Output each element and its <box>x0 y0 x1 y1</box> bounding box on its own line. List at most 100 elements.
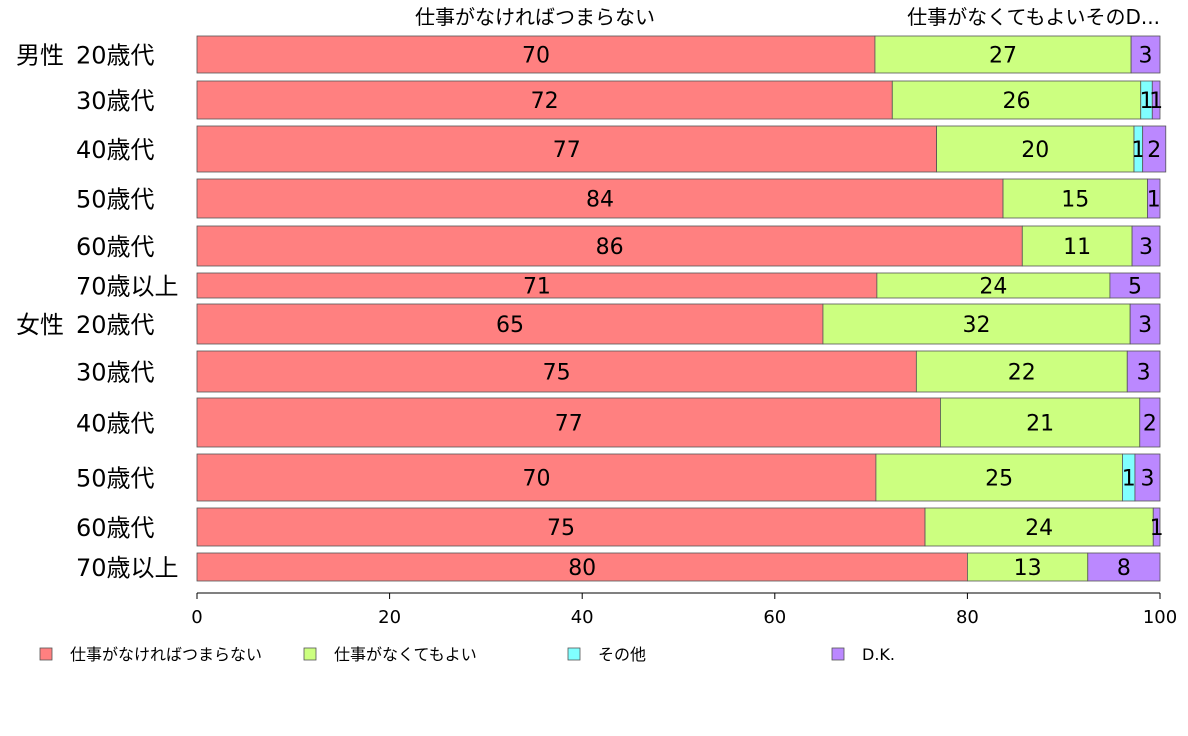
data-label: 1 <box>1150 516 1164 541</box>
bar-segment <box>1087 552 1161 582</box>
row-label: 60歳代 <box>76 233 155 261</box>
bar-segment <box>196 35 876 74</box>
data-label: 8 <box>1117 556 1131 581</box>
data-label: 70 <box>522 44 550 69</box>
x-tick-label: 100 <box>1143 607 1177 628</box>
data-label: 11 <box>1063 235 1091 260</box>
bar-segment <box>196 225 1023 267</box>
data-label: 24 <box>1025 516 1053 541</box>
bar-segment <box>1142 125 1167 173</box>
data-label: 20 <box>1021 138 1049 163</box>
bar-segment <box>875 453 1123 502</box>
legend-swatch <box>303 647 317 661</box>
bar-segment <box>876 272 1111 299</box>
row-label: 70歳以上 <box>76 273 179 301</box>
bar-segment <box>874 35 1132 74</box>
legend-entry: その他 <box>598 645 646 664</box>
bar-segment <box>196 80 893 120</box>
legend-swatch <box>39 647 53 661</box>
bar-segment <box>196 125 937 173</box>
row-label: 50歳代 <box>76 186 155 214</box>
bar-segment <box>196 507 926 547</box>
bar-segment <box>940 397 1141 448</box>
data-label: 24 <box>979 275 1007 300</box>
row-label: 30歳代 <box>76 87 155 115</box>
bar-segment <box>196 303 824 345</box>
group-label: 男性 <box>16 42 64 70</box>
data-label: 71 <box>523 275 551 300</box>
data-label: 3 <box>1139 235 1153 260</box>
bar-segment <box>915 350 1128 393</box>
data-label: 65 <box>496 313 524 338</box>
bar-segment <box>1130 35 1161 74</box>
bar-segment <box>196 350 917 393</box>
data-label: 3 <box>1137 361 1151 386</box>
x-axis: 0 20 40 60 80 100 <box>191 592 1177 628</box>
legend-entry: 仕事がなければつまらない <box>70 645 262 664</box>
bar-segment <box>196 397 941 448</box>
data-label: 32 <box>963 313 991 338</box>
data-label: 70 <box>522 467 550 492</box>
data-label: 27 <box>989 44 1017 69</box>
bar-segment <box>1131 225 1161 267</box>
group-label: 女性 <box>16 311 64 339</box>
bar-segment <box>196 552 968 582</box>
data-label: 3 <box>1138 313 1152 338</box>
top-labels: 仕事がなければつまらない 仕事がなくてもよいそのD... <box>415 5 1160 29</box>
legend-swatch <box>567 647 581 661</box>
legend-entry: 仕事がなくてもよい <box>334 645 477 664</box>
row-label: 40歳代 <box>76 410 155 438</box>
bar-segment <box>967 552 1089 582</box>
data-label: 84 <box>586 188 614 213</box>
data-label: 2 <box>1147 138 1161 163</box>
x-tick-label: 40 <box>571 607 594 628</box>
bar-segment <box>936 125 1135 173</box>
row-label: 50歳代 <box>76 465 155 493</box>
bar-segment <box>196 272 878 299</box>
data-label: 75 <box>547 516 575 541</box>
data-label: 86 <box>596 235 624 260</box>
data-label: 26 <box>1003 89 1031 114</box>
data-label: 3 <box>1139 44 1153 69</box>
row-label: 70歳以上 <box>76 554 179 582</box>
data-label: 77 <box>555 412 583 437</box>
data-label: 1 <box>1140 89 1154 114</box>
data-label: 1 <box>1147 188 1161 213</box>
bar-segment <box>1151 80 1161 120</box>
bar-segment <box>1147 178 1161 219</box>
legend-swatch <box>831 647 845 661</box>
data-label: 1 <box>1122 467 1136 492</box>
data-label: 80 <box>568 556 596 581</box>
data-label: 75 <box>543 361 571 386</box>
x-tick-label: 0 <box>191 607 202 628</box>
data-label: 21 <box>1026 412 1054 437</box>
bar-segment <box>196 453 877 502</box>
row-label: 60歳代 <box>76 514 155 542</box>
top-label-second: 仕事がなくてもよいそのD... <box>907 5 1160 29</box>
top-label-first: 仕事がなければつまらない <box>415 5 655 29</box>
bar-segment <box>1134 453 1161 502</box>
legend: 仕事がなければつまらない 仕事がなくてもよい その他 D.K. <box>39 645 895 664</box>
bar-segment <box>1021 225 1133 267</box>
bar-segment <box>1139 397 1161 448</box>
bar-segment <box>1129 303 1161 345</box>
row-label: 20歳代 <box>76 311 155 339</box>
bar-segment <box>1126 350 1161 393</box>
row-label: 30歳代 <box>76 359 155 387</box>
data-label: 22 <box>1008 361 1036 386</box>
data-label: 13 <box>1014 556 1042 581</box>
data-label: 5 <box>1128 275 1142 300</box>
bar-segment <box>822 303 1131 345</box>
data-label: 25 <box>985 467 1013 492</box>
bar-segment <box>196 178 1004 219</box>
x-tick-label: 60 <box>763 607 786 628</box>
row-label: 40歳代 <box>76 136 155 164</box>
data-label: 15 <box>1061 188 1089 213</box>
legend-entry: D.K. <box>862 645 895 664</box>
row-label: 20歳代 <box>76 42 155 70</box>
bar-segment <box>1109 272 1161 299</box>
bar-segment <box>1152 507 1161 547</box>
